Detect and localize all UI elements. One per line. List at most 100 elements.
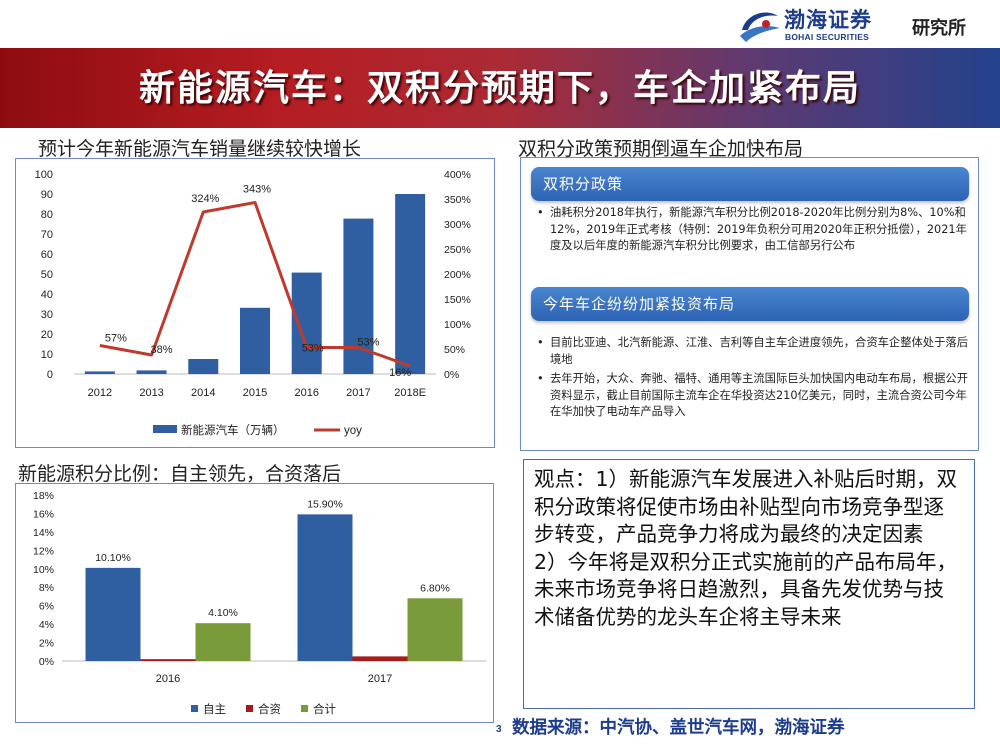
y-tick-label: 18% bbox=[33, 490, 54, 502]
y-right-tick-label: 150% bbox=[444, 294, 471, 306]
credit-bar-合计-2017 bbox=[407, 598, 463, 661]
legend-bar-label: 新能源汽车（万辆） bbox=[181, 423, 285, 437]
x-tick-label: 2017 bbox=[368, 673, 392, 685]
credit-bar-合资-2017 bbox=[352, 656, 408, 661]
sales-bar-2018E bbox=[395, 194, 426, 374]
page-number: 3 bbox=[496, 724, 502, 735]
x-tick-label: 2017 bbox=[346, 387, 370, 399]
x-tick-label: 2012 bbox=[88, 387, 112, 399]
investment-pill-label: 今年车企纷纷加紧投资布局 bbox=[543, 295, 736, 313]
legend-swatch-3 bbox=[301, 705, 308, 712]
y-tick-label: 12% bbox=[33, 545, 54, 557]
viewpoint-paragraph-2: 2）今年将是双积分正式实施前的产品布局年，未来市场竞争将日趋激烈，具备先发优势与… bbox=[534, 549, 958, 629]
policy-bullet-list: 油耗积分2018年执行，新能源汽车积分比例2018-2020年比例分别为8%、1… bbox=[537, 205, 973, 258]
y-right-tick-label: 250% bbox=[444, 244, 471, 256]
sales-bar-2014 bbox=[188, 359, 219, 374]
legend-label-2: 合资 bbox=[258, 702, 281, 716]
y-right-tick-label: 200% bbox=[444, 269, 471, 281]
logo-department: 研究所 bbox=[912, 18, 966, 39]
sales-chart-box: 0 10 20 30 40 50 60 70 80 90 100 0% 50% 100% 150% 200% 2… bbox=[15, 158, 495, 448]
viewpoint-box: 观点：1）新能源汽车发展进入补贴后时期，双积分政策将促使市场由补贴型向市场竞争型… bbox=[523, 459, 975, 709]
y-left-tick-label: 50 bbox=[41, 269, 53, 281]
y-tick-label: 16% bbox=[33, 508, 54, 520]
x-tick-label: 2016 bbox=[294, 387, 318, 399]
y-right-tick-label: 50% bbox=[444, 344, 465, 356]
y-right-tick-label: 0% bbox=[444, 369, 459, 381]
legend-swatch-1 bbox=[191, 705, 198, 712]
y-right-tick-label: 100% bbox=[444, 319, 471, 331]
legend-line-label: yoy bbox=[344, 425, 362, 437]
sales-bar-2012 bbox=[84, 371, 115, 374]
credit-bar-合资-2016 bbox=[140, 659, 196, 661]
yoy-data-label: 324% bbox=[191, 193, 219, 205]
y-right-tick-label: 300% bbox=[444, 219, 471, 231]
y-tick-label: 2% bbox=[39, 638, 54, 650]
credit-data-label: 10.10% bbox=[95, 552, 131, 564]
credit-chart: 0% 2% 4% 6% 8% 10% 12% 14% 16% 18% 10.10% 4.10% 2016… bbox=[33, 490, 486, 716]
credit-data-label: 6.80% bbox=[420, 582, 450, 594]
credit-bar-合计-2016 bbox=[195, 623, 251, 661]
credit-bar-自主-2016 bbox=[85, 567, 141, 661]
credit-chart-box: 0% 2% 4% 6% 8% 10% 12% 14% 16% 18% 10.10% 4.10% 2016… bbox=[15, 483, 494, 723]
policy-section-title: 双积分政策预期倒逼车企加快布局 bbox=[518, 138, 804, 160]
y-tick-label: 10% bbox=[33, 564, 54, 576]
title-banner: 新能源汽车：双积分预期下，车企加紧布局 bbox=[0, 48, 1000, 128]
y-left-tick-label: 30 bbox=[41, 309, 53, 321]
credit-data-label: 4.10% bbox=[208, 607, 238, 619]
sales-bar-2015 bbox=[240, 307, 270, 374]
logo-company-name-en: BOHAI SECURITIES bbox=[785, 32, 869, 42]
slide-title: 新能源汽车：双积分预期下，车企加紧布局 bbox=[138, 67, 861, 109]
y-tick-label: 4% bbox=[39, 619, 54, 631]
yoy-data-label: 343% bbox=[243, 184, 271, 196]
credit-chart-title: 新能源积分比例：自主领先，合资落后 bbox=[18, 463, 342, 485]
company-logo: 渤海证券 BOHAI SECURITIES 研究所 bbox=[736, 2, 1000, 46]
y-left-tick-label: 20 bbox=[41, 329, 53, 341]
credit-bar-自主-2017 bbox=[297, 514, 353, 661]
y-tick-label: 8% bbox=[39, 582, 54, 594]
policy-pill: 双积分政策 bbox=[531, 167, 969, 201]
legend-label-3: 合计 bbox=[313, 702, 336, 716]
yoy-data-label: 16% bbox=[389, 367, 411, 379]
yoy-data-label: 57% bbox=[105, 333, 127, 345]
policy-box: 双积分政策 油耗积分2018年执行，新能源汽车积分比例2018-2020年比例分… bbox=[520, 157, 979, 451]
y-left-tick-label: 60 bbox=[41, 249, 53, 261]
y-tick-label: 0% bbox=[39, 656, 54, 668]
yoy-data-label: 53% bbox=[357, 337, 379, 349]
data-source: 数据来源：中汽协、盖世汽车网，渤海证券 bbox=[512, 718, 845, 738]
investment-bullet-2: 去年开始，大众、奔驰、福特、通用等主流国际巨头加快国内电动车布局，根据公开资料显… bbox=[537, 371, 973, 421]
y-right-tick-label: 350% bbox=[444, 194, 471, 206]
investment-pill: 今年车企纷纷加紧投资布局 bbox=[531, 287, 969, 321]
y-left-tick-label: 0 bbox=[47, 369, 53, 381]
credit-data-label: 15.90% bbox=[307, 498, 343, 510]
yoy-data-label: 38% bbox=[151, 344, 173, 356]
yoy-data-label: 53% bbox=[302, 343, 324, 355]
sales-bar-2016 bbox=[291, 272, 322, 374]
x-tick-label: 2014 bbox=[191, 387, 215, 399]
y-right-tick-label: 400% bbox=[444, 169, 471, 181]
bohai-logo-icon bbox=[740, 12, 780, 42]
y-tick-label: 6% bbox=[39, 601, 54, 613]
y-left-tick-label: 10 bbox=[41, 349, 53, 361]
investment-bullet-list: 目前比亚迪、北汽新能源、江淮、吉利等自主车企进度领先，合资车企整体处于落后境地去… bbox=[537, 335, 973, 424]
policy-pill-label: 双积分政策 bbox=[543, 175, 624, 193]
sales-chart: 0 10 20 30 40 50 60 70 80 90 100 0% 50% 100% 150% 200% 2… bbox=[35, 169, 471, 437]
yoy-line bbox=[99, 201, 411, 368]
logo-company-name: 渤海证券 bbox=[784, 8, 872, 32]
y-left-tick-label: 90 bbox=[41, 189, 53, 201]
y-left-tick-label: 70 bbox=[41, 229, 53, 241]
legend-swatch-2 bbox=[246, 705, 253, 712]
x-tick-label: 2018E bbox=[394, 387, 426, 399]
legend-label-1: 自主 bbox=[203, 703, 226, 716]
x-tick-label: 2013 bbox=[139, 387, 163, 399]
legend-bar-swatch bbox=[153, 425, 177, 433]
x-tick-label: 2015 bbox=[243, 387, 267, 399]
viewpoint-paragraph-1: 观点：1）新能源汽车发展进入补贴后时期，双积分政策将促使市场由补贴型向市场竞争型… bbox=[534, 467, 958, 546]
sales-bar-2013 bbox=[136, 370, 167, 374]
y-tick-label: 14% bbox=[33, 527, 54, 539]
viewpoint-text: 观点：1）新能源汽车发展进入补贴后时期，双积分政策将促使市场由补贴型向市场竞争型… bbox=[534, 466, 962, 631]
sales-chart-title: 预计今年新能源汽车销量继续较快增长 bbox=[38, 138, 362, 160]
policy-bullet-1: 油耗积分2018年执行，新能源汽车积分比例2018-2020年比例分别为8%、1… bbox=[537, 205, 973, 255]
x-tick-label: 2016 bbox=[156, 673, 180, 685]
investment-bullet-1: 目前比亚迪、北汽新能源、江淮、吉利等自主车企进度领先，合资车企整体处于落后境地 bbox=[537, 335, 973, 368]
y-left-tick-label: 40 bbox=[41, 289, 53, 301]
